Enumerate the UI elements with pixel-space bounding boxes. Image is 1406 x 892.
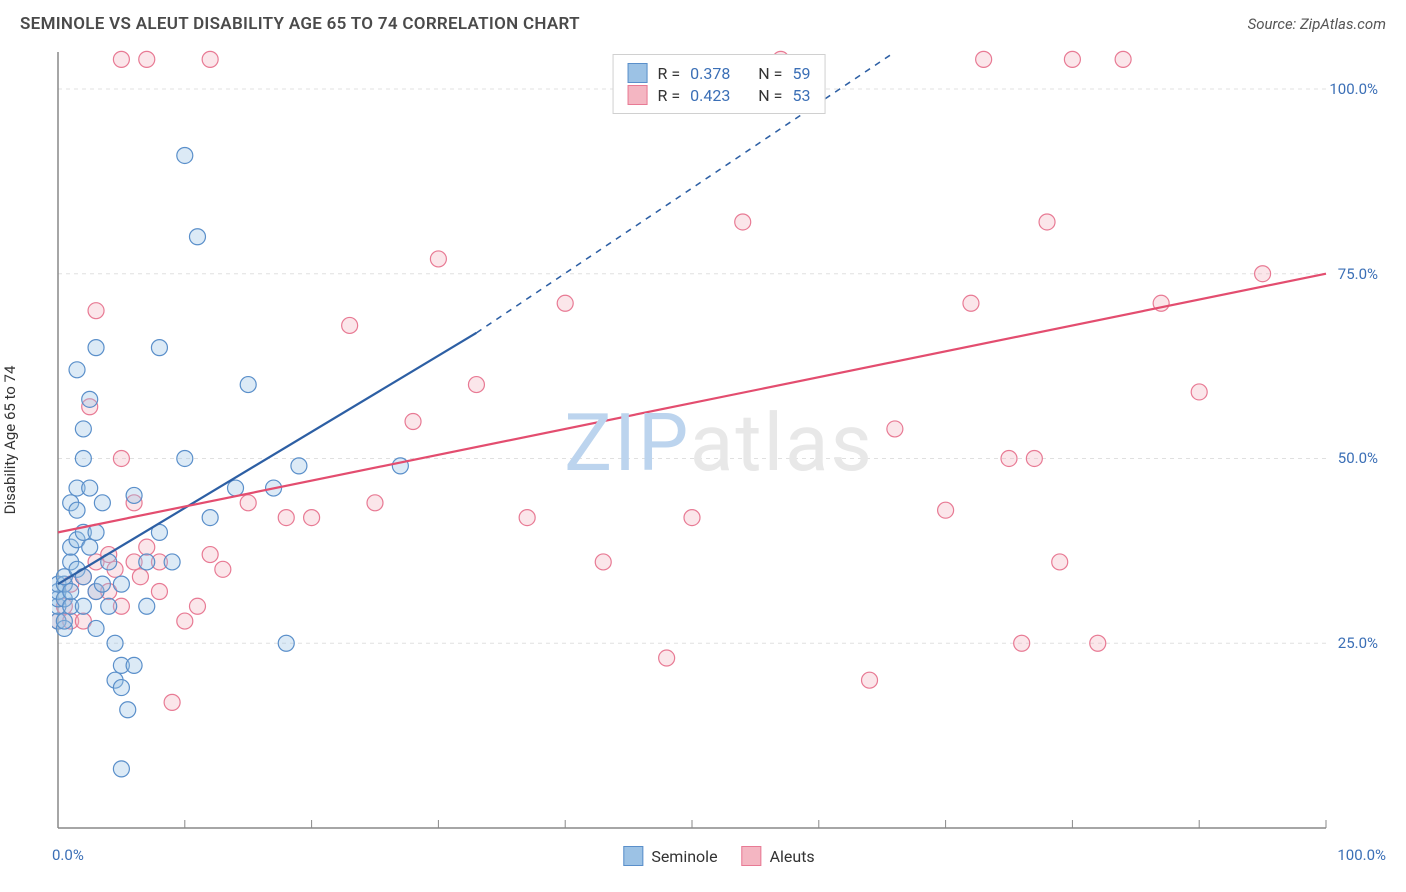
- legend-label-seminole: Seminole: [651, 847, 717, 866]
- plot-area: ZIPatlas R = 0.378 N = 59 R = 0.423 N = …: [52, 48, 1386, 838]
- n-label: N =: [758, 64, 782, 83]
- swatch-seminole: [628, 63, 648, 83]
- swatch-seminole: [623, 846, 643, 866]
- legend-item-seminole: Seminole: [623, 846, 717, 866]
- legend-row-seminole: R = 0.378 N = 59: [628, 63, 811, 83]
- legend-label-aleuts: Aleuts: [770, 847, 815, 866]
- legend-series: Seminole Aleuts: [623, 846, 814, 866]
- y-tick-label: 75.0%: [1338, 265, 1378, 283]
- n-label: N =: [758, 86, 782, 105]
- chart-header: SEMINOLE VS ALEUT DISABILITY AGE 65 TO 7…: [0, 0, 1406, 48]
- chart-title: SEMINOLE VS ALEUT DISABILITY AGE 65 TO 7…: [20, 14, 580, 34]
- n-value-seminole: 59: [792, 64, 810, 83]
- legend-item-aleuts: Aleuts: [742, 846, 815, 866]
- r-value-aleuts: 0.423: [690, 86, 730, 105]
- r-label: R =: [658, 64, 681, 83]
- y-tick-label: 50.0%: [1338, 449, 1378, 467]
- n-value-aleuts: 53: [792, 86, 810, 105]
- swatch-aleuts: [742, 846, 762, 866]
- swatch-aleuts: [628, 85, 648, 105]
- x-tick-max: 100.0%: [1337, 846, 1386, 864]
- scatter-plot-svg: [52, 48, 1386, 838]
- legend-correlation: R = 0.378 N = 59 R = 0.423 N = 53: [613, 54, 826, 114]
- y-axis-label: Disability Age 65 to 74: [1, 366, 19, 515]
- y-tick-label: 100.0%: [1329, 80, 1378, 98]
- legend-row-aleuts: R = 0.423 N = 53: [628, 85, 811, 105]
- chart-source: Source: ZipAtlas.com: [1248, 15, 1386, 33]
- r-label: R =: [658, 86, 681, 105]
- r-value-seminole: 0.378: [690, 64, 730, 83]
- y-tick-label: 25.0%: [1338, 634, 1378, 652]
- x-tick-min: 0.0%: [52, 846, 84, 864]
